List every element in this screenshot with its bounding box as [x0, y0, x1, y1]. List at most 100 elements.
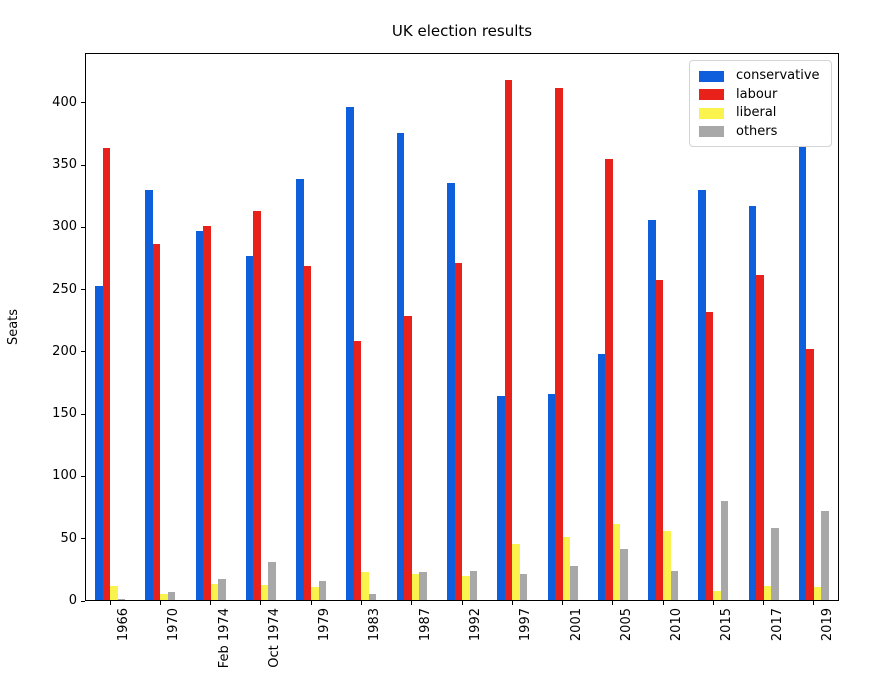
legend-item-liberal: liberal — [699, 105, 821, 121]
bar-labour-1997 — [504, 80, 513, 601]
y-tickmark — [81, 164, 85, 166]
x-tick-label: 2010 — [669, 608, 685, 642]
legend: conservative labour liberal others — [689, 60, 832, 147]
y-tickmark — [81, 351, 85, 353]
bar-liberal-1987 — [411, 573, 420, 601]
bar-conservative-1997 — [497, 395, 505, 601]
y-tick-label: 250 — [52, 281, 77, 297]
y-tickmark — [81, 538, 85, 540]
x-tickmark — [562, 601, 564, 605]
legend-item-others: others — [699, 124, 821, 140]
y-tickmark — [81, 102, 85, 104]
x-tick-label: 2015 — [719, 608, 735, 642]
bar-labour-2019 — [806, 349, 814, 601]
bar-liberal-2005 — [612, 523, 621, 601]
x-tickmark — [612, 601, 614, 605]
x-tickmark — [511, 601, 513, 605]
legend-item-labour: labour — [699, 87, 821, 103]
bar-conservative-2010 — [648, 219, 656, 601]
x-tick-label: 1983 — [367, 608, 383, 642]
x-tick-label: 1979 — [317, 608, 333, 642]
y-tickmark — [81, 226, 85, 228]
x-tickmark — [662, 601, 664, 605]
x-tickmark — [310, 601, 312, 605]
y-tickmark — [81, 289, 85, 291]
bar-labour-1983 — [353, 340, 362, 601]
y-tick-label: 200 — [52, 343, 77, 359]
bar-others-feb-1974 — [218, 578, 226, 601]
bar-liberal-2015 — [713, 591, 721, 601]
x-tick-label: 1997 — [518, 608, 534, 642]
bar-conservative-2019 — [798, 146, 807, 601]
x-tickmark — [461, 601, 463, 605]
bar-liberal-1970 — [160, 593, 168, 601]
bar-liberal-oct-1974 — [260, 584, 269, 601]
bar-others-2019 — [821, 511, 829, 601]
y-axis-label: Seats — [6, 308, 21, 346]
x-tick-label: 2017 — [769, 608, 785, 642]
bar-liberal-1997 — [512, 543, 520, 601]
plot-border — [85, 53, 839, 601]
bar-labour-feb-1974 — [203, 226, 211, 601]
bar-conservative-oct-1974 — [245, 256, 254, 601]
bar-liberal-feb-1974 — [210, 583, 219, 601]
y-tick-label: 350 — [52, 157, 77, 173]
others-swatch-icon — [699, 126, 724, 138]
conservative-swatch-icon — [699, 70, 724, 82]
bar-others-1983 — [368, 593, 377, 601]
x-tick-label: Feb 1974 — [216, 608, 232, 669]
bar-labour-2017 — [756, 274, 764, 601]
bar-liberal-1983 — [361, 572, 369, 601]
bar-others-oct-1974 — [268, 562, 276, 601]
x-tick-label: 1970 — [166, 608, 182, 642]
bar-others-1966 — [117, 598, 126, 601]
legend-label: liberal — [736, 105, 777, 121]
bar-liberal-1992 — [462, 576, 470, 601]
labour-swatch-icon — [699, 89, 724, 101]
chart-title: UK election results — [391, 22, 533, 40]
x-tick-label: 2005 — [618, 608, 634, 642]
bar-liberal-1979 — [311, 587, 319, 601]
liberal-swatch-icon — [699, 107, 724, 119]
bar-liberal-1966 — [110, 586, 118, 601]
legend-label: labour — [736, 86, 778, 102]
x-tick-label: 2019 — [819, 608, 835, 642]
y-tick-label: 50 — [60, 530, 77, 546]
y-tick-label: 150 — [52, 406, 77, 422]
bar-conservative-1979 — [296, 178, 304, 601]
bar-others-1997 — [519, 573, 528, 601]
y-tick-label: 0 — [68, 593, 77, 608]
bar-conservative-2017 — [748, 206, 757, 601]
bar-labour-1979 — [303, 265, 312, 601]
x-tickmark — [813, 601, 815, 605]
bar-labour-2005 — [605, 158, 613, 601]
y-tick-label: 100 — [52, 468, 77, 484]
x-tick-label: 1987 — [417, 608, 433, 642]
bar-labour-1966 — [102, 147, 111, 601]
bar-others-2010 — [670, 571, 679, 601]
bar-others-2001 — [570, 566, 578, 601]
bar-labour-2015 — [705, 312, 714, 601]
x-tickmark — [763, 601, 765, 605]
y-tickmark — [81, 413, 85, 415]
bar-others-2005 — [620, 548, 628, 601]
bar-others-1970 — [167, 592, 176, 601]
bar-others-2017 — [771, 527, 779, 601]
x-tickmark — [360, 601, 362, 605]
bar-labour-1987 — [404, 315, 412, 601]
bar-conservative-2005 — [597, 354, 606, 601]
y-tick-label: 300 — [52, 219, 77, 235]
bar-liberal-2010 — [663, 531, 671, 601]
bar-conservative-1983 — [346, 106, 354, 601]
bar-liberal-2019 — [813, 587, 822, 601]
bar-conservative-feb-1974 — [195, 231, 204, 601]
bar-conservative-2001 — [547, 394, 556, 601]
bar-others-1987 — [419, 572, 427, 601]
bar-labour-oct-1974 — [253, 211, 261, 601]
bar-conservative-1970 — [145, 190, 153, 601]
bar-conservative-1992 — [447, 182, 455, 601]
bar-conservative-1966 — [95, 285, 103, 601]
legend-label: others — [736, 123, 778, 139]
